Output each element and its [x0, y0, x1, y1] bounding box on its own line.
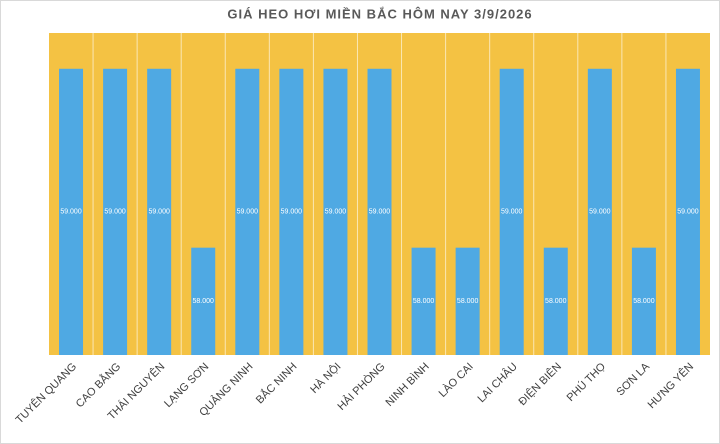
bar	[675, 68, 700, 356]
value-label: 59.000	[237, 209, 259, 216]
bar	[235, 68, 260, 356]
bar	[59, 68, 84, 356]
bar	[279, 68, 304, 356]
chart-title: GIÁ HEO HƠI MIỀN BẮC HÔM NAY 3/9/2026	[227, 6, 532, 21]
bar	[499, 68, 524, 356]
value-label: 59.000	[677, 209, 699, 216]
bar	[455, 247, 480, 355]
bar	[191, 247, 216, 355]
value-label: 58.000	[457, 298, 479, 305]
value-label: 58.000	[193, 298, 215, 305]
value-label: 59.000	[325, 209, 347, 216]
bar	[411, 247, 436, 355]
bar	[147, 68, 172, 356]
value-label: 58.000	[413, 298, 435, 305]
bar	[367, 68, 392, 356]
bar	[103, 68, 128, 356]
value-label: 59.000	[589, 209, 611, 216]
value-label: 59.000	[281, 209, 303, 216]
value-label: 58.000	[633, 298, 655, 305]
value-label: 59.000	[148, 209, 170, 216]
bar	[631, 247, 656, 355]
bar	[587, 68, 612, 356]
value-label: 58.000	[545, 298, 567, 305]
value-label: 59.000	[501, 209, 523, 216]
value-label: 59.000	[60, 209, 82, 216]
bar	[543, 247, 568, 355]
value-label: 59.000	[369, 209, 391, 216]
value-label: 59.000	[104, 209, 126, 216]
bar	[323, 68, 348, 356]
